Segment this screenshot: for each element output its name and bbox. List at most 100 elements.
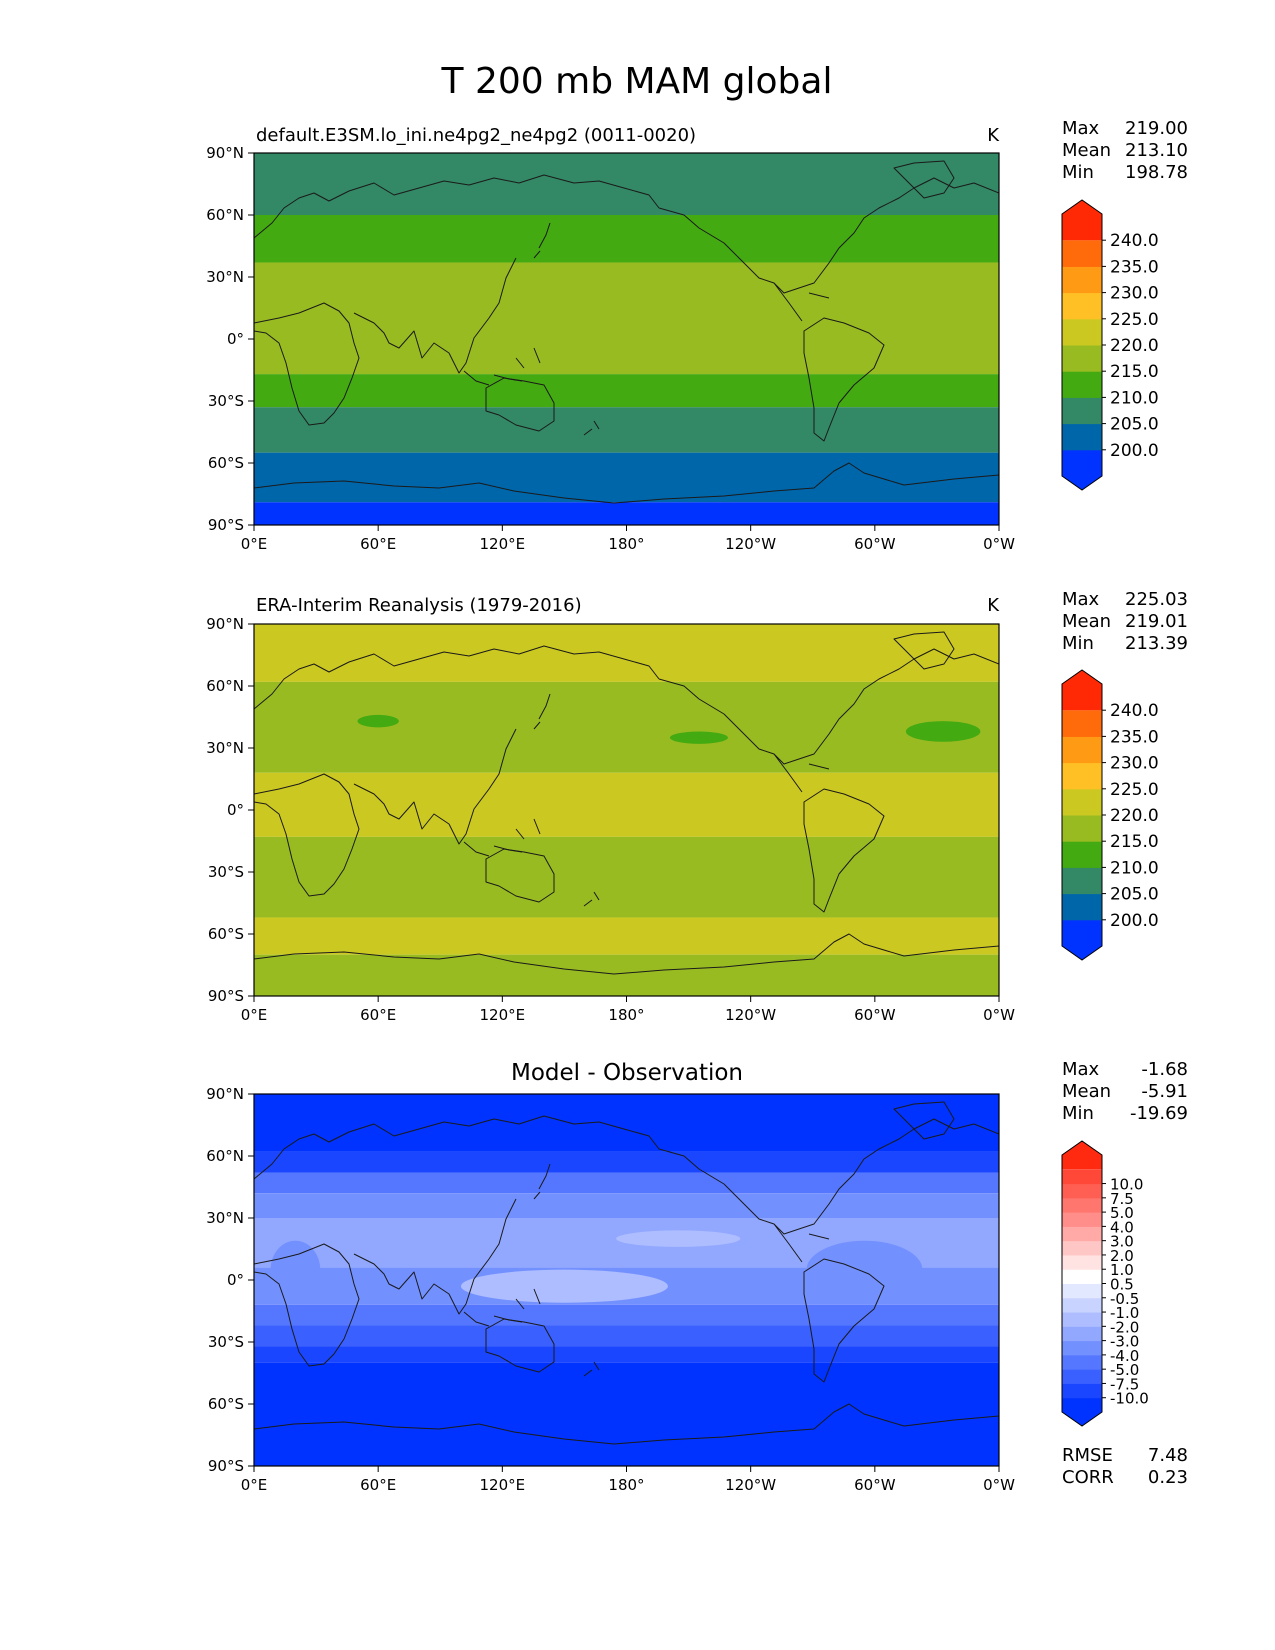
y-tick-label: 30°S [208, 392, 244, 410]
colorbar-swatch [1062, 1383, 1102, 1399]
stat-label-max: Max [1062, 589, 1100, 610]
y-tick-label: 30°N [206, 268, 244, 286]
colorbar-swatch [1062, 1312, 1102, 1327]
colorbar-swatch [1062, 266, 1102, 294]
colorbar-swatch [1062, 1226, 1102, 1242]
field-anomaly [806, 1240, 923, 1299]
colorbar-swatch [1062, 841, 1102, 868]
map-field [254, 624, 999, 996]
field-band [254, 407, 999, 453]
x-tick-label: 0°E [241, 1476, 268, 1494]
x-tick-label: 0°E [241, 1006, 268, 1024]
stat-label-max: Max [1062, 118, 1100, 139]
colorbar-swatch [1062, 710, 1102, 737]
field-band [254, 262, 999, 375]
colorbar-swatch [1062, 893, 1102, 921]
colorbar-swatch [1062, 397, 1102, 425]
colorbar-label: 205.0 [1110, 885, 1159, 905]
stat-value-mean: 219.01 [1125, 611, 1188, 632]
colorbar-swatch [1062, 345, 1102, 372]
x-tick-label: 0°W [983, 1006, 1015, 1024]
colorbar-label: 205.0 [1110, 415, 1159, 435]
stat-value-max: 225.03 [1125, 589, 1188, 610]
y-tick-label: 60°S [208, 454, 244, 472]
y-tick-label: 60°N [206, 1147, 244, 1165]
colorbar-label: 235.0 [1110, 727, 1159, 747]
y-tick-label: 60°N [206, 206, 244, 224]
colorbar-swatch [1062, 1254, 1102, 1270]
colorbar-swatch [1062, 919, 1102, 960]
x-tick-label: 120°E [480, 535, 526, 553]
colorbar-label: 225.0 [1110, 780, 1159, 800]
colorbar-swatch [1062, 1141, 1102, 1170]
colorbar-swatch [1062, 1397, 1102, 1426]
y-tick-label: 0° [227, 330, 244, 348]
colorbar-label: 200.0 [1110, 441, 1159, 461]
colorbar-label: 5.0 [1110, 1204, 1134, 1222]
colorbar-swatch [1062, 670, 1102, 711]
stat-value-min: 198.78 [1125, 162, 1188, 183]
metrics-block: RMSE 7.48 CORR 0.23 [1062, 1445, 1188, 1488]
colorbar-label: -2.0 [1110, 1318, 1139, 1336]
colorbar-label: -7.5 [1110, 1375, 1139, 1393]
stat-label-min: Min [1062, 1103, 1094, 1124]
colorbar-label: 2.0 [1110, 1247, 1134, 1265]
field-band [254, 502, 999, 525]
colorbar-swatch [1062, 1340, 1102, 1356]
y-tick-label: 90°S [208, 987, 244, 1005]
colorbar-label: 240.0 [1110, 701, 1159, 721]
field-band [254, 1362, 999, 1466]
colorbar-swatch [1062, 815, 1102, 842]
y-tick-label: 0° [227, 1271, 244, 1289]
colorbar: 200.0 205.0 210.0 215.0 220.0 225.0 230.0 235.0… [1061, 199, 1159, 491]
colorbar-label: 210.0 [1110, 388, 1159, 408]
y-tick-label: 0° [227, 801, 244, 819]
stats-block: Max -1.68 Mean -5.91 Min -19.69 [1062, 1059, 1188, 1124]
map-field [254, 1094, 999, 1466]
field-anomaly [616, 1230, 741, 1247]
field-band [254, 772, 999, 837]
stat-label-mean: Mean [1062, 1081, 1111, 1102]
colorbar-label: 4.0 [1110, 1218, 1134, 1236]
colorbar-label: 10.0 [1110, 1176, 1143, 1194]
colorbar-label: -10.0 [1110, 1390, 1149, 1408]
field-band [254, 836, 999, 918]
field-band [254, 1325, 999, 1347]
colorbar-swatch [1062, 1240, 1102, 1256]
stats-block: Max 219.00 Mean 213.10 Min 198.78 [1062, 118, 1188, 183]
colorbar-label: 220.0 [1110, 336, 1159, 356]
y-tick-label: 90°S [208, 516, 244, 534]
colorbar-label: 230.0 [1110, 754, 1159, 774]
field-band [254, 1094, 999, 1152]
y-tick-label: 60°N [206, 677, 244, 695]
colorbar-swatch [1062, 240, 1102, 267]
metric-label-rmse: RMSE [1062, 1445, 1113, 1466]
field-band [254, 452, 999, 503]
colorbar-swatch [1062, 318, 1102, 346]
y-tick-label: 60°S [208, 925, 244, 943]
field-band [254, 1172, 999, 1194]
x-tick-label: 0°W [983, 535, 1015, 553]
colorbar-label: -0.5 [1110, 1290, 1139, 1308]
colorbar-label: 210.0 [1110, 858, 1159, 878]
colorbar-swatch [1062, 1354, 1102, 1370]
field-band [254, 1151, 999, 1173]
stat-value-mean: 213.10 [1125, 140, 1188, 161]
y-tick-label: 90°S [208, 1457, 244, 1475]
x-tick-label: 120°E [480, 1006, 526, 1024]
colorbar-swatch [1062, 200, 1102, 241]
colorbar-label: 220.0 [1110, 806, 1159, 826]
colorbar-swatch [1062, 1283, 1102, 1299]
x-tick-label: 60°E [360, 1476, 396, 1494]
colorbar-swatch [1062, 1369, 1102, 1384]
x-tick-label: 60°W [854, 1006, 896, 1024]
stat-label-min: Min [1062, 162, 1094, 183]
colorbar-label: 235.0 [1110, 257, 1159, 277]
stat-value-max: -1.68 [1141, 1059, 1188, 1080]
stat-value-min: 213.39 [1125, 633, 1188, 654]
axes: 0°E 60°E 120°E 180° 120°W 60°W 0°W 90°N 60°N 30°N… [206, 1085, 1015, 1494]
colorbar-swatch [1062, 449, 1102, 490]
colorbar-label: 0.5 [1110, 1276, 1134, 1294]
field-band [254, 681, 999, 773]
